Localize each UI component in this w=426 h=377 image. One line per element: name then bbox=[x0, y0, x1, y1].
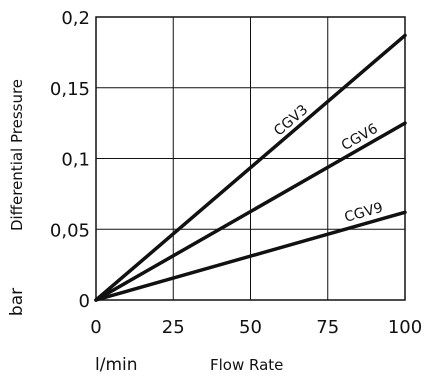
series-line-cgv9 bbox=[94, 210, 407, 302]
y-tick-label: 0,2 bbox=[61, 8, 90, 29]
series-line-cgv6 bbox=[94, 121, 407, 302]
y-tick-label: 0,1 bbox=[61, 150, 90, 171]
series-lines bbox=[94, 33, 407, 302]
x-tick-label: 100 bbox=[388, 317, 422, 338]
x-axis-unit: l/min bbox=[95, 355, 138, 375]
y-axis-unit: bar bbox=[7, 288, 27, 316]
y-tick-label: 0,15 bbox=[50, 79, 90, 100]
x-tick-label: 50 bbox=[239, 317, 262, 338]
series-line-cgv3 bbox=[94, 33, 407, 302]
x-tick-label: 25 bbox=[162, 317, 185, 338]
y-axis-label: Differential Pressure bbox=[8, 79, 26, 231]
x-tick-labels: 0 25 50 75 100 bbox=[90, 317, 422, 338]
x-tick-label: 75 bbox=[316, 317, 339, 338]
series-label-cgv9: CGV9 bbox=[343, 200, 385, 226]
y-tick-label: 0,05 bbox=[50, 220, 90, 241]
y-tick-label: 0 bbox=[79, 291, 90, 312]
y-tick-labels: 0 0,05 0,1 0,15 0,2 bbox=[50, 8, 90, 312]
x-tick-label: 0 bbox=[90, 317, 101, 338]
x-axis-label: Flow Rate bbox=[210, 356, 283, 374]
plot-frame bbox=[95, 16, 406, 301]
